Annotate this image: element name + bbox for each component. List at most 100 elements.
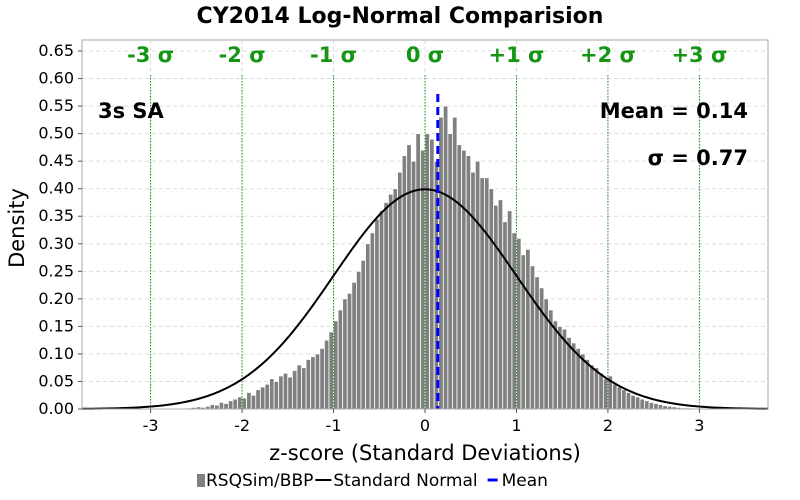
legend-label: Mean (502, 471, 548, 491)
histogram-bar (365, 243, 371, 410)
histogram-bar (278, 375, 284, 410)
sigma-label: 0 σ (406, 43, 444, 67)
y-tick-label: 0.55 (38, 96, 74, 115)
histogram-bar (465, 155, 472, 410)
histogram-bar (461, 149, 467, 410)
y-tick-label: 0.30 (38, 234, 74, 253)
histogram-bar (598, 372, 604, 410)
histogram-bar (264, 383, 270, 410)
histogram-bar (237, 396, 243, 410)
histogram-bar (648, 401, 655, 410)
chart-title: CY2014 Log-Normal Comparision (197, 4, 604, 29)
histogram-bar (506, 210, 513, 410)
histogram-bar (616, 386, 623, 410)
histogram-bar (538, 287, 545, 410)
histogram-bar (232, 398, 238, 410)
histogram-bar (589, 364, 595, 410)
histogram-bar (630, 394, 636, 410)
histogram-bar (470, 171, 476, 410)
x-tick-label: -1 (326, 416, 342, 435)
x-tick-label: -2 (234, 416, 250, 435)
y-axis: 0.00 0.05 0.10 0.15 0.20 0.25 0.30 0.35 0.40 0.45… (38, 41, 82, 418)
histogram-bar (259, 386, 266, 410)
histogram-bar (378, 210, 385, 410)
histogram-bar (223, 403, 229, 410)
histogram-bar (296, 364, 302, 410)
histogram-bar (644, 400, 650, 410)
histogram-bar (525, 248, 531, 410)
y-tick-label: 0.40 (38, 179, 74, 198)
histogram-bar (516, 237, 522, 410)
legend-swatch-bars (197, 474, 205, 487)
y-tick-label: 0.20 (38, 289, 74, 308)
histogram-bar (479, 177, 485, 410)
histogram-bar (255, 389, 261, 410)
histogram-bar (442, 105, 449, 410)
histogram-bar (447, 133, 453, 410)
histogram-bar (493, 204, 499, 410)
histogram-bar (552, 320, 559, 410)
histogram-bar (269, 378, 275, 410)
mean-annotation: Mean = 0.14 (600, 99, 748, 123)
histogram-bar (406, 144, 412, 410)
histogram-bar (351, 281, 357, 410)
histogram-bar (529, 265, 536, 410)
histogram-bar (323, 339, 330, 410)
histogram-bar (301, 367, 307, 410)
histogram-bar (452, 116, 458, 410)
sigma-label: -2 σ (219, 43, 266, 67)
histogram-bar (383, 202, 389, 410)
x-tick-label: 1 (511, 416, 521, 435)
histogram-bar (369, 232, 376, 410)
histogram-bar (392, 188, 398, 410)
normal-curve (81, 188, 769, 410)
histogram-bar (488, 188, 495, 410)
sigma-label: +1 σ (489, 43, 545, 67)
histogram-bar (333, 320, 339, 410)
histogram-bar (328, 331, 334, 410)
y-tick-label: 0.50 (38, 124, 74, 143)
histogram-bar (342, 298, 348, 410)
histogram-bar (209, 404, 216, 410)
histogram-bar (397, 171, 403, 410)
y-tick-label: 0.45 (38, 151, 74, 170)
histogram-bar (634, 396, 641, 410)
histogram-bar (319, 348, 325, 410)
y-tick-label: 0.35 (38, 206, 74, 225)
sigma-label: +2 σ (580, 43, 636, 67)
plot-area (81, 39, 769, 410)
y-tick-label: 0.60 (38, 69, 74, 88)
histogram-bar (314, 353, 321, 410)
sigma-label: +3 σ (671, 43, 727, 67)
histogram-bar (456, 144, 462, 410)
histogram-bar (593, 367, 600, 410)
histogram-bar (310, 356, 316, 410)
sigma-label: -1 σ (310, 43, 357, 67)
x-axis-label: z-score (Standard Deviations) (269, 441, 581, 465)
histogram-bar (282, 372, 289, 410)
legend-label: RSQSim/BBP (206, 471, 313, 491)
histogram-bar (305, 359, 312, 410)
histogram-bar (534, 276, 540, 410)
y-tick-label: 0.15 (38, 316, 74, 335)
histogram-bar (438, 116, 444, 410)
histogram-bar (502, 221, 508, 410)
y-tick-label: 0.25 (38, 261, 74, 280)
histogram-bar (657, 404, 664, 410)
sigma-annotation: σ = 0.77 (648, 146, 748, 170)
histogram-bar (355, 270, 362, 410)
histogram-bar (520, 254, 527, 410)
histogram-bar (246, 392, 252, 410)
histogram-bar (218, 401, 225, 410)
x-tick-label: 0 (420, 416, 430, 435)
x-axis: -3 -2 -1 0 1 2 3 (143, 409, 704, 435)
period-annotation: 3s SA (98, 99, 165, 123)
y-tick-label: 0.00 (38, 399, 74, 418)
histogram-bar (429, 138, 435, 410)
histogram-bar (557, 325, 563, 410)
histogram-bar (287, 376, 293, 410)
histogram-bar (424, 133, 430, 410)
histogram-bar (612, 383, 618, 410)
histogram-bar (410, 160, 417, 410)
histogram-bar (227, 400, 234, 410)
